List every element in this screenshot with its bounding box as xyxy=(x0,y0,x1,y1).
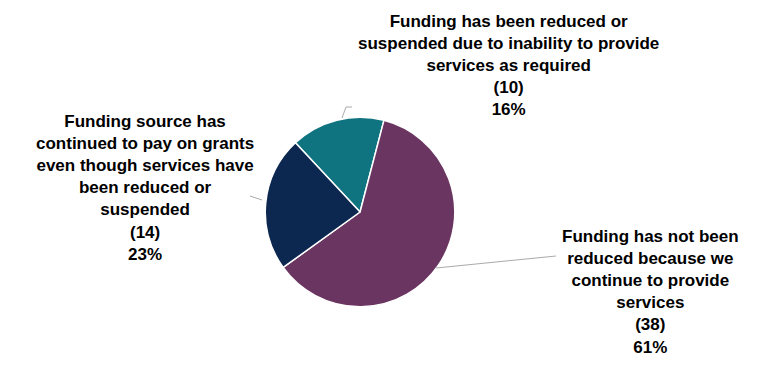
svg-text:Funding has not beenreduced be: Funding has not beenreduced because weco… xyxy=(562,227,739,357)
svg-text:Funding source hascontinued to: Funding source hascontinued to pay on gr… xyxy=(36,112,254,264)
svg-text:Funding has been reduced orsus: Funding has been reduced orsuspended due… xyxy=(358,12,659,119)
